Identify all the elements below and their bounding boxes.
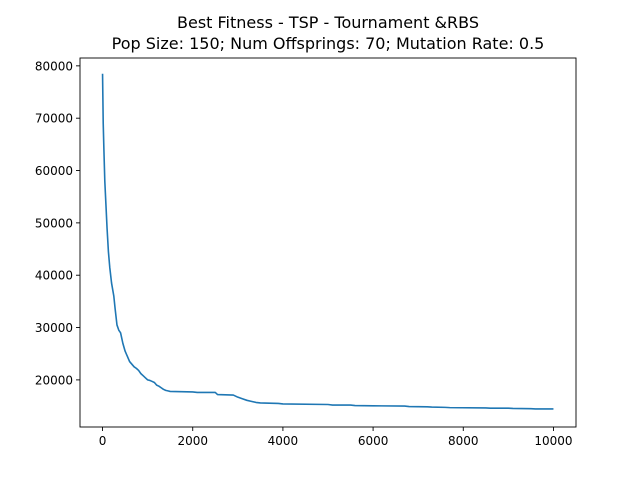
axes-frame [79,57,577,428]
x-tick-label: 10000 [534,434,572,448]
x-tick-label: 2000 [177,434,208,448]
x-tick-label: 0 [99,434,107,448]
y-tick-label: 80000 [35,59,73,73]
y-tick-label: 60000 [35,164,73,178]
chart-title-line1: Best Fitness - TSP - Tournament &RBS [177,13,479,32]
chart-title-line2: Pop Size: 150; Num Offsprings: 70; Mutat… [112,34,545,53]
y-tick-label: 40000 [35,269,73,283]
y-tick-label: 50000 [35,216,73,230]
x-tick-label: 4000 [268,434,299,448]
y-tick-label: 30000 [35,321,73,335]
plot-area [101,73,554,410]
axes: 0 2000 4000 6000 8000 10000 20000 30000 40000 500… [35,57,577,448]
x-tick-label: 8000 [448,434,479,448]
y-tick-label: 70000 [35,112,73,126]
y-tick-label: 20000 [35,373,73,387]
series-line-0 [101,73,554,410]
x-tick-label: 6000 [358,434,389,448]
